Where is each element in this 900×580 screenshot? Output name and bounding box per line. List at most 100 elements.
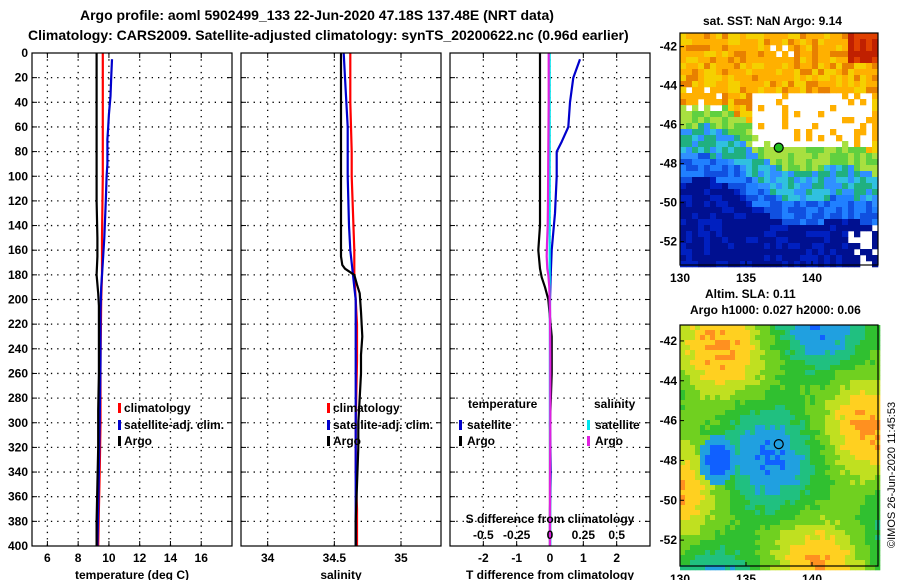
sst-map-xtick-label: 130 xyxy=(670,271,690,285)
salinity-profile-legend-swatch xyxy=(327,420,330,430)
difference-profile-xtick-label: -2 xyxy=(478,551,489,565)
difference-profile-frame xyxy=(449,52,651,547)
diff-s-tick-label: -0.5 xyxy=(473,528,494,542)
sst-map-title: sat. SST: NaN Argo: 9.14 xyxy=(703,14,842,28)
diff-legend-header-temperature: temperature xyxy=(468,397,538,411)
salinity-profile-xtick-label: 34 xyxy=(261,551,275,565)
difference-profile-xtick-label: 2 xyxy=(613,551,620,565)
sla-map-argo-marker xyxy=(773,439,784,450)
difference-profile-series-salinity-argo xyxy=(545,53,552,546)
depth-tick-label: 240 xyxy=(8,342,28,356)
depth-tick-label: 340 xyxy=(8,465,28,479)
salinity-profile-legend-label: Argo xyxy=(333,434,361,448)
sla-map-ytick-label: -52 xyxy=(660,533,678,547)
depth-tick-label: 80 xyxy=(15,145,29,159)
difference-profile-xlabel: T difference from climatology xyxy=(466,568,634,580)
depth-tick-label: 40 xyxy=(15,95,29,109)
sst-map-xtick-label: 135 xyxy=(736,271,756,285)
diff-s-xlabel: S difference from climatology xyxy=(466,512,635,526)
sst-map-frame xyxy=(679,32,879,266)
difference-profile-xtick-label: -1 xyxy=(511,551,522,565)
temperature-profile-frame xyxy=(31,52,233,547)
sla-map-ytick-label: -50 xyxy=(660,493,678,507)
salinity-profile-frame xyxy=(240,52,442,547)
sla-map-ytick-label: -44 xyxy=(660,374,678,388)
sst-map-ytick-label: -48 xyxy=(660,157,678,171)
diff-legend-label: satellite xyxy=(595,418,640,432)
temperature-profile-legend-swatch xyxy=(118,436,121,446)
temperature-profile-legend-swatch xyxy=(118,403,121,413)
sla-map-xtick-label: 130 xyxy=(670,572,690,580)
sla-map-frame xyxy=(679,324,879,567)
sst-map-ytick-label: -42 xyxy=(660,40,678,54)
diff-s-tick-label: 0.5 xyxy=(608,528,625,542)
temperature-profile-xtick-label: 12 xyxy=(133,551,147,565)
sla-map-xtick-label: 140 xyxy=(802,572,822,580)
sst-map-ytick-label: -44 xyxy=(660,79,678,93)
depth-tick-label: 120 xyxy=(8,194,28,208)
salinity-profile-series-argo xyxy=(339,53,364,546)
salinity-profile-xtick-label: 35 xyxy=(394,551,408,565)
depth-tick-label: 200 xyxy=(8,293,28,307)
salinity-profile-legend-label: climatology xyxy=(333,401,400,415)
sla-map-title-1: Altim. SLA: 0.11 xyxy=(705,287,796,301)
diff-legend-label: satellite xyxy=(467,418,512,432)
difference-profile-xtick-label: 1 xyxy=(580,551,587,565)
temperature-profile-xtick-label: 14 xyxy=(164,551,178,565)
diff-legend-swatch xyxy=(587,420,590,430)
depth-tick-label: 140 xyxy=(8,219,28,233)
depth-tick-label: 100 xyxy=(8,169,28,183)
diff-s-tick-label: 0 xyxy=(547,528,554,542)
temperature-profile-series-argo xyxy=(95,53,101,546)
diff-s-tick-label: 0.25 xyxy=(572,528,596,542)
temperature-profile-xtick-label: 16 xyxy=(195,551,209,565)
diff-s-tick-label: -0.25 xyxy=(503,528,531,542)
depth-tick-label: 280 xyxy=(8,391,28,405)
sla-map-ytick-label: -48 xyxy=(660,453,678,467)
depth-tick-label: 180 xyxy=(8,268,28,282)
depth-tick-label: 320 xyxy=(8,440,28,454)
depth-tick-label: 60 xyxy=(15,120,29,134)
sst-map-ytick-label: -50 xyxy=(660,196,678,210)
depth-tick-label: 0 xyxy=(21,46,28,60)
imos-timestamp: ©IMOS 26-Jun-2020 11:45:53 xyxy=(886,401,898,548)
temperature-profile-xtick-label: 8 xyxy=(75,551,82,565)
sla-map-ytick-label: -42 xyxy=(660,334,678,348)
diff-legend-swatch xyxy=(587,436,590,446)
temperature-profile-legend-label: climatology xyxy=(124,401,191,415)
sst-map-ytick-label: -46 xyxy=(660,118,678,132)
sla-map-xtick-label: 135 xyxy=(736,572,756,580)
diff-legend-label: Argo xyxy=(467,434,495,448)
depth-tick-label: 400 xyxy=(8,539,28,553)
depth-tick-label: 360 xyxy=(8,490,28,504)
depth-tick-label: 160 xyxy=(8,243,28,257)
sst-map-field xyxy=(680,33,879,268)
diff-legend-header-salinity: salinity xyxy=(594,397,636,411)
temperature-profile-legend-label: satellite-adj. clim. xyxy=(124,418,224,432)
temperature-profile-xtick-label: 6 xyxy=(44,551,51,565)
salinity-profile-legend-swatch xyxy=(327,403,330,413)
salinity-profile-series-satellite-adj-clim- xyxy=(342,52,357,546)
salinity-profile-legend-label: satellite-adj. clim. xyxy=(333,418,433,432)
difference-profile-xtick-label: 0 xyxy=(547,551,554,565)
sst-map-xtick-label: 140 xyxy=(802,271,822,285)
depth-tick-label: 300 xyxy=(8,416,28,430)
salinity-profile-xlabel: salinity xyxy=(320,568,362,580)
depth-tick-label: 260 xyxy=(8,366,28,380)
sla-map-title-2: Argo h1000: 0.027 h2000: 0.06 xyxy=(690,303,861,317)
sst-map-argo-marker xyxy=(773,142,784,153)
sst-map-ytick-label: -52 xyxy=(660,235,678,249)
diff-legend-swatch xyxy=(459,436,462,446)
depth-tick-label: 380 xyxy=(8,514,28,528)
salinity-profile-legend-swatch xyxy=(327,436,330,446)
difference-profile-series-temperature-satellite xyxy=(548,58,582,546)
sla-map-field xyxy=(680,325,881,571)
sla-map-ytick-label: -46 xyxy=(660,414,678,428)
diff-legend-swatch xyxy=(459,420,462,430)
figure-subtitle: Climatology: CARS2009. Satellite-adjuste… xyxy=(28,27,629,43)
temperature-profile-series-satellite-adj-clim- xyxy=(96,59,114,547)
temperature-profile-legend-swatch xyxy=(118,420,121,430)
temperature-profile-xlabel: temperature (deg C) xyxy=(75,568,189,580)
